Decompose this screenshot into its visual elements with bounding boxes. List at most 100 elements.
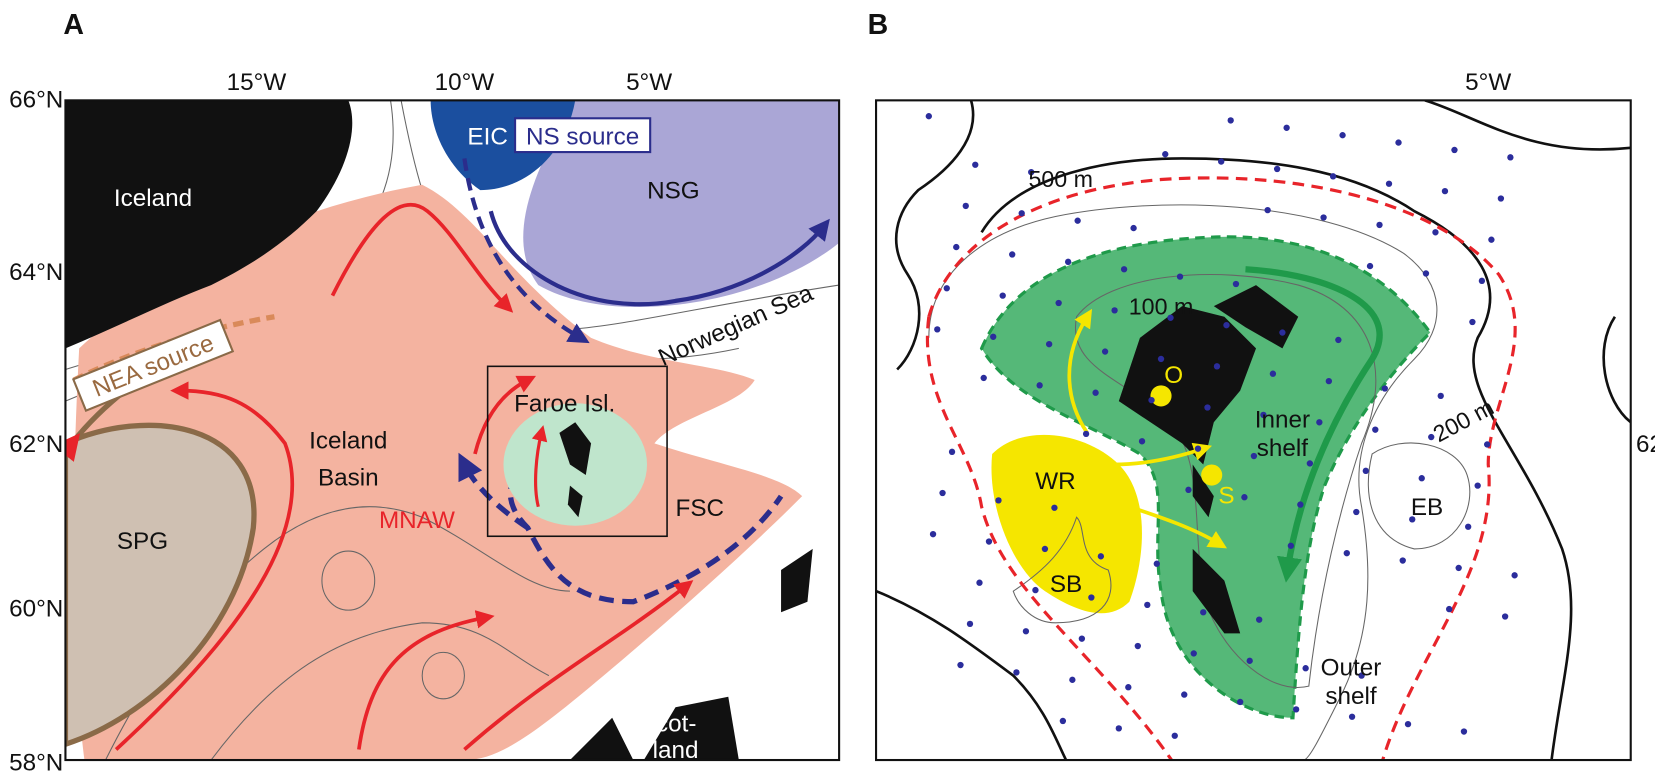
station-dot [1256,616,1263,623]
station-dot [1153,560,1160,567]
station-dot [990,333,997,340]
station-dot [1484,441,1491,448]
station-dot [1376,221,1383,229]
lon-label: 5°W [626,69,672,96]
station-dot [1460,728,1468,735]
station-dot [1064,258,1072,266]
station-dot [1088,594,1095,601]
station-dot [1279,329,1286,336]
station-dot [1441,187,1449,195]
station-dot [1148,396,1155,404]
station-dot [1130,224,1137,232]
station-dot [1138,438,1146,445]
station-dot [1120,266,1128,273]
station-dot [972,161,979,168]
station-dot [1162,151,1169,158]
station-dot [980,374,987,382]
station-dot [1176,273,1184,280]
lat-label: 58°N [9,750,63,777]
station-dot [1511,572,1518,579]
station-dot [1194,445,1202,452]
station-dot [1348,713,1356,720]
map-label: Iceland [309,428,387,455]
lon-label: 5°W [1465,69,1511,96]
station-dot [1428,433,1435,441]
station-dot [934,326,941,333]
station-dot [1302,665,1309,672]
station-dot [1078,635,1086,642]
map-label: Scot- [640,711,697,738]
station-dot [1213,363,1221,370]
station-dot [1264,206,1271,214]
station-dot [1353,508,1360,516]
station-dot [1101,348,1109,355]
lat-label: 60°N [9,595,63,622]
station-dot [1446,605,1453,613]
station-dot [1385,180,1393,187]
station-dot [1055,299,1062,307]
scotland-land [569,548,813,761]
station-dot [1022,628,1030,635]
station-dot [1036,382,1043,389]
station-dot [1507,154,1514,161]
station-dot [1074,217,1081,224]
station-dot [1316,419,1323,426]
station-dot [1237,698,1244,706]
station-dot [1125,684,1132,691]
map-label: Faroe Isl. [514,391,615,418]
region-label: Inner [1255,407,1310,434]
station-dot [1167,314,1174,321]
station-dot [1185,486,1192,493]
station-dot [1028,168,1035,176]
region-label: shelf [1257,435,1309,462]
station-dot [1343,549,1350,557]
station-dot [1409,516,1416,523]
station-dot [1260,411,1267,419]
station-dot [1204,404,1211,411]
station-dot [943,285,950,292]
station-dot [1395,139,1402,146]
panel-b: B 5°W 62°N 5 [868,9,1655,762]
station-dot [995,497,1002,504]
map-label: Basin [318,465,379,492]
station-dot [1306,460,1314,467]
site-label: O [1164,362,1183,389]
station-dot [1218,158,1225,165]
site-label: S [1218,483,1234,510]
panel-a: A [9,9,841,777]
station-dot [1134,642,1141,650]
iceland-land [65,100,353,349]
station-dot [1157,355,1165,363]
station-dot [1171,732,1178,739]
station-dot [1465,523,1472,530]
station-dot [1497,195,1505,202]
station-dot [1246,657,1253,664]
station-dot [1488,236,1495,243]
station-dot [1358,672,1365,679]
station-dot [1297,501,1304,508]
station-dot [1200,609,1207,616]
lat-label: 62°N [9,431,63,458]
station-dot [1399,557,1406,564]
station-dot [957,661,964,669]
map-a [65,100,840,761]
station-dot [1250,452,1258,460]
station-dot [1455,564,1462,572]
station-dot [1292,706,1300,713]
station-dot [1045,341,1053,348]
station-dot [1223,322,1230,329]
map-label: land [653,737,699,764]
map-label: NSG [647,178,700,205]
station-dot [1474,482,1481,489]
station-dot [1144,601,1151,609]
station-dot [1227,117,1234,124]
station-dot [1092,389,1099,396]
station-dot [948,448,956,455]
depth-label: 500 m [1028,166,1093,192]
station-dot [1097,553,1105,560]
station-dot [925,113,932,120]
station-dot [1501,613,1509,620]
lat-label: 64°N [9,259,63,286]
panel-label: B [868,9,889,41]
region-label: EB [1411,494,1443,521]
